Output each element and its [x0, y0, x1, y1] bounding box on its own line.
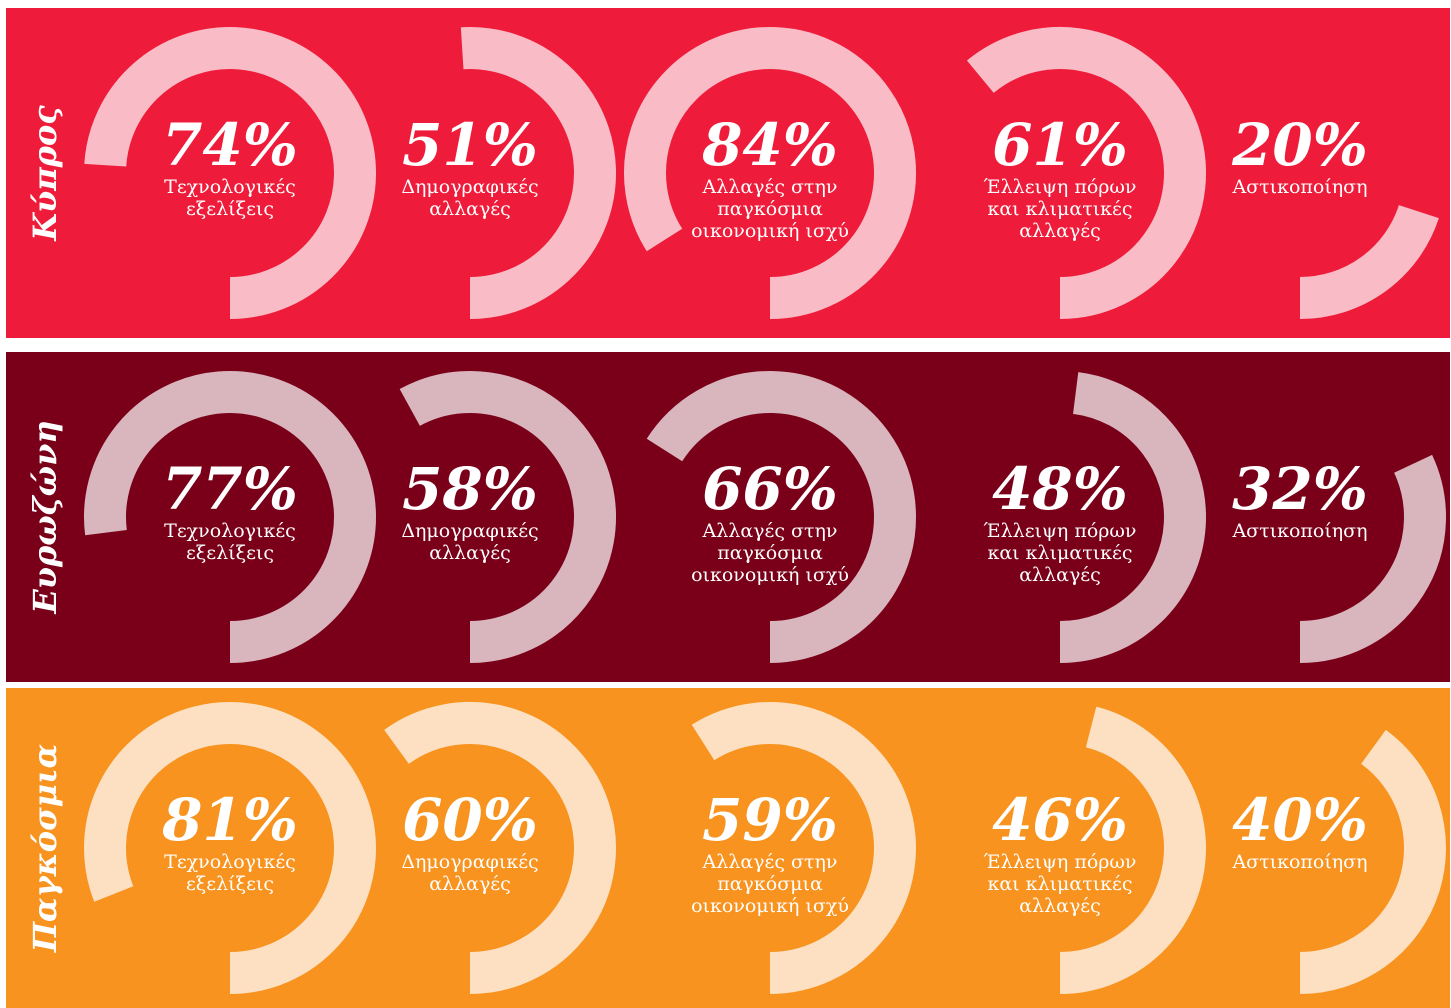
- value-label: 77%: [162, 455, 298, 523]
- value-label: 48%: [992, 455, 1128, 523]
- category-label: αλλαγές: [1019, 220, 1101, 242]
- arc: [1059, 706, 1206, 994]
- category-label: αλλαγές: [429, 873, 511, 895]
- value-label: 84%: [701, 111, 838, 179]
- value-label: 32%: [1232, 455, 1368, 523]
- category-label: Έλλειψη πόρων: [984, 176, 1137, 198]
- region-title: Ευρωζώνη: [26, 420, 64, 614]
- value-label: 59%: [702, 786, 838, 854]
- category-label: Έλλειψη πόρων: [984, 520, 1137, 542]
- arc: [624, 27, 916, 319]
- arc: [84, 702, 376, 994]
- arc: [460, 27, 616, 319]
- category-label: Τεχνολογικές: [164, 520, 296, 542]
- arc: [1299, 454, 1446, 663]
- category-label: και κλιματικές: [987, 542, 1132, 564]
- category-label: Αλλαγές στην: [702, 520, 838, 542]
- category-label: οικονομική ισχύ: [691, 564, 849, 586]
- arc: [84, 371, 376, 663]
- category-label: Αλλαγές στην: [702, 851, 838, 873]
- category-label: Τεχνολογικές: [164, 176, 296, 198]
- category-label: αλλαγές: [1019, 564, 1101, 586]
- category-label: Αστικοποίηση: [1231, 176, 1367, 198]
- arc: [1299, 729, 1446, 994]
- category-label: παγκόσμια: [717, 542, 823, 564]
- category-label: Αστικοποίηση: [1231, 851, 1367, 873]
- arc: [966, 27, 1206, 319]
- value-label: 51%: [402, 111, 538, 179]
- category-label: και κλιματικές: [987, 873, 1132, 895]
- arcs: [84, 702, 1446, 994]
- category-label: Αλλαγές στην: [702, 176, 838, 198]
- value-label: 58%: [402, 455, 538, 523]
- value-label: 66%: [702, 455, 838, 523]
- arcs: [84, 371, 1446, 663]
- category-label: αλλαγές: [429, 198, 511, 220]
- category-label: οικονομική ισχύ: [691, 220, 849, 242]
- arc: [399, 371, 616, 663]
- arc: [691, 702, 916, 994]
- category-label: Αστικοποίηση: [1231, 520, 1367, 542]
- region-title: Παγκόσμια: [26, 744, 64, 953]
- category-label: Δημογραφικές: [401, 176, 538, 198]
- value-label: 74%: [162, 111, 298, 179]
- category-label: εξελίξεις: [186, 198, 274, 220]
- arcs: [84, 27, 1439, 319]
- category-label: παγκόσμια: [717, 873, 823, 895]
- value-label: 81%: [161, 786, 298, 854]
- arc: [646, 371, 916, 663]
- category-label: παγκόσμια: [717, 198, 823, 220]
- category-label: Δημογραφικές: [401, 520, 538, 542]
- arc: [384, 702, 616, 994]
- value-label: 40%: [1232, 786, 1368, 854]
- value-label: 60%: [402, 786, 538, 854]
- arc: [84, 27, 376, 319]
- category-label: εξελίξεις: [186, 542, 274, 564]
- value-label: 61%: [992, 111, 1128, 179]
- value-label: 46%: [992, 786, 1128, 854]
- arc: [1299, 204, 1439, 319]
- category-label: αλλαγές: [429, 542, 511, 564]
- category-label: οικονομική ισχύ: [691, 895, 849, 917]
- category-label: αλλαγές: [1019, 895, 1101, 917]
- category-label: Δημογραφικές: [401, 851, 538, 873]
- category-label: και κλιματικές: [987, 198, 1132, 220]
- region-title: Κύπρος: [26, 105, 64, 242]
- value-label: 20%: [1231, 111, 1368, 179]
- category-label: Έλλειψη πόρων: [984, 851, 1137, 873]
- category-label: εξελίξεις: [186, 873, 274, 895]
- category-label: Τεχνολογικές: [164, 851, 296, 873]
- arc: [1059, 372, 1206, 663]
